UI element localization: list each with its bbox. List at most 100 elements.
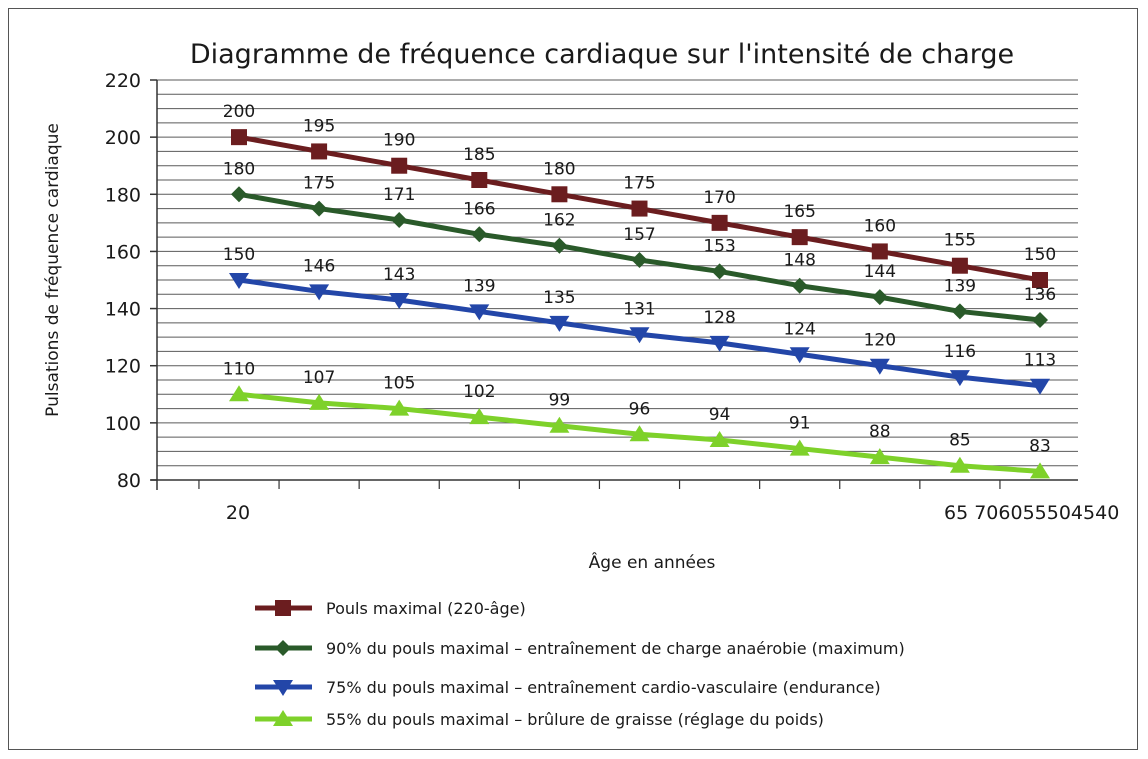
- chart-title: Diagramme de fréquence cardiaque sur l'i…: [190, 39, 1014, 70]
- series-1: 200 195 190 185 180 175 170 165 160 155 150: [223, 102, 1056, 288]
- data-point: [789, 347, 810, 364]
- data-point: [869, 358, 890, 375]
- data-label: 99: [549, 391, 571, 411]
- data-point: [549, 315, 570, 332]
- data-label: 148: [783, 251, 815, 271]
- data-point: [231, 186, 247, 203]
- data-label: 175: [303, 174, 335, 194]
- data-point: [949, 370, 970, 387]
- data-label: 175: [623, 174, 655, 194]
- data-point: [711, 214, 728, 231]
- data-point: [709, 335, 730, 352]
- data-label: 150: [1024, 245, 1056, 265]
- chart-frame: [8, 8, 1138, 750]
- series-4: 110 107 105 102 99 96 94 91 88 85 83: [223, 359, 1051, 479]
- data-point: [949, 456, 970, 473]
- data-point: [791, 277, 808, 294]
- data-label: 128: [703, 308, 735, 328]
- data-label: 170: [703, 188, 735, 208]
- data-label: 150: [223, 245, 255, 265]
- legend-item: 90% du pouls maximal – entraînement de c…: [255, 639, 905, 658]
- x-tick-label: 65 706055504540: [944, 502, 1119, 524]
- data-label: 200: [223, 102, 255, 122]
- data-label: 195: [303, 116, 335, 136]
- data-point: [1030, 462, 1050, 479]
- data-point: [551, 237, 568, 254]
- data-label: 162: [543, 211, 575, 231]
- data-point: [631, 252, 648, 268]
- legend-marker: [275, 600, 291, 616]
- data-point: [869, 448, 890, 465]
- data-label: 144: [864, 262, 896, 282]
- data-point: [791, 229, 808, 246]
- data-point: [549, 416, 570, 433]
- legend-marker: [273, 680, 293, 696]
- legend-item: Pouls maximal (220-âge): [255, 599, 526, 618]
- data-point: [871, 289, 888, 306]
- data-label: 165: [783, 202, 815, 222]
- x-axis-label: Âge en années: [589, 551, 716, 573]
- data-label: 83: [1029, 436, 1051, 456]
- data-label: 85: [949, 431, 971, 451]
- data-label: 146: [303, 256, 335, 276]
- data-point: [231, 129, 247, 146]
- y-tick-label: 100: [105, 413, 141, 435]
- legend-label: Pouls maximal (220-âge): [326, 599, 526, 618]
- data-label: 157: [623, 225, 655, 245]
- data-point: [471, 172, 488, 188]
- series-layer: 2001951901851801751701651601551501801751…: [223, 102, 1056, 479]
- x-tick-label: 20: [226, 502, 250, 524]
- data-label: 120: [864, 331, 896, 351]
- data-label: 96: [629, 399, 651, 419]
- data-point: [711, 263, 728, 280]
- grid: [157, 79, 1078, 481]
- legend-item: 55% du pouls maximal – brûlure de graiss…: [255, 710, 824, 729]
- y-axis-label: Pulsations de fréquence cardiaque: [43, 123, 63, 417]
- data-label: 124: [783, 319, 815, 339]
- data-point: [229, 273, 249, 289]
- series-3: 150 146 143 139 135 131 128 124 120 116 113: [223, 245, 1056, 395]
- data-label: 113: [1024, 351, 1056, 371]
- data-label: 94: [709, 405, 731, 425]
- legend-marker: [273, 710, 293, 726]
- data-point: [551, 186, 568, 203]
- data-label: 136: [1024, 285, 1056, 305]
- data-point: [789, 439, 810, 456]
- data-point: [229, 385, 249, 402]
- data-label: 102: [463, 382, 495, 402]
- data-point: [391, 212, 408, 228]
- data-label: 180: [543, 159, 575, 179]
- data-label: 88: [869, 422, 891, 442]
- data-label: 91: [789, 414, 811, 434]
- data-point: [389, 293, 410, 309]
- data-label: 107: [303, 368, 335, 388]
- data-label: 153: [703, 236, 735, 256]
- data-point: [709, 431, 730, 447]
- data-point: [311, 143, 328, 160]
- legend-marker: [275, 640, 291, 656]
- data-point: [309, 393, 330, 410]
- y-tick-label: 160: [105, 241, 141, 263]
- data-label: 116: [944, 342, 976, 362]
- y-tick-label: 140: [105, 299, 141, 321]
- data-label: 171: [383, 185, 415, 205]
- legend-label: 55% du pouls maximal – brûlure de graiss…: [326, 710, 824, 729]
- y-tick-label: 220: [105, 70, 141, 92]
- data-point: [1032, 312, 1048, 328]
- data-point: [871, 243, 888, 260]
- data-point: [629, 425, 650, 442]
- data-label: 160: [864, 216, 896, 236]
- data-point: [951, 257, 968, 274]
- data-point: [311, 200, 328, 217]
- data-point: [389, 399, 410, 416]
- data-label: 110: [223, 359, 255, 379]
- data-point: [469, 408, 490, 425]
- data-label: 139: [944, 276, 976, 296]
- data-point: [951, 303, 968, 320]
- y-tick-label: 200: [105, 127, 141, 149]
- data-label: 131: [623, 299, 655, 319]
- data-point: [1032, 272, 1048, 288]
- legend-label: 75% du pouls maximal – entraînement card…: [326, 678, 881, 697]
- data-point: [1030, 378, 1050, 395]
- data-label: 105: [383, 374, 415, 394]
